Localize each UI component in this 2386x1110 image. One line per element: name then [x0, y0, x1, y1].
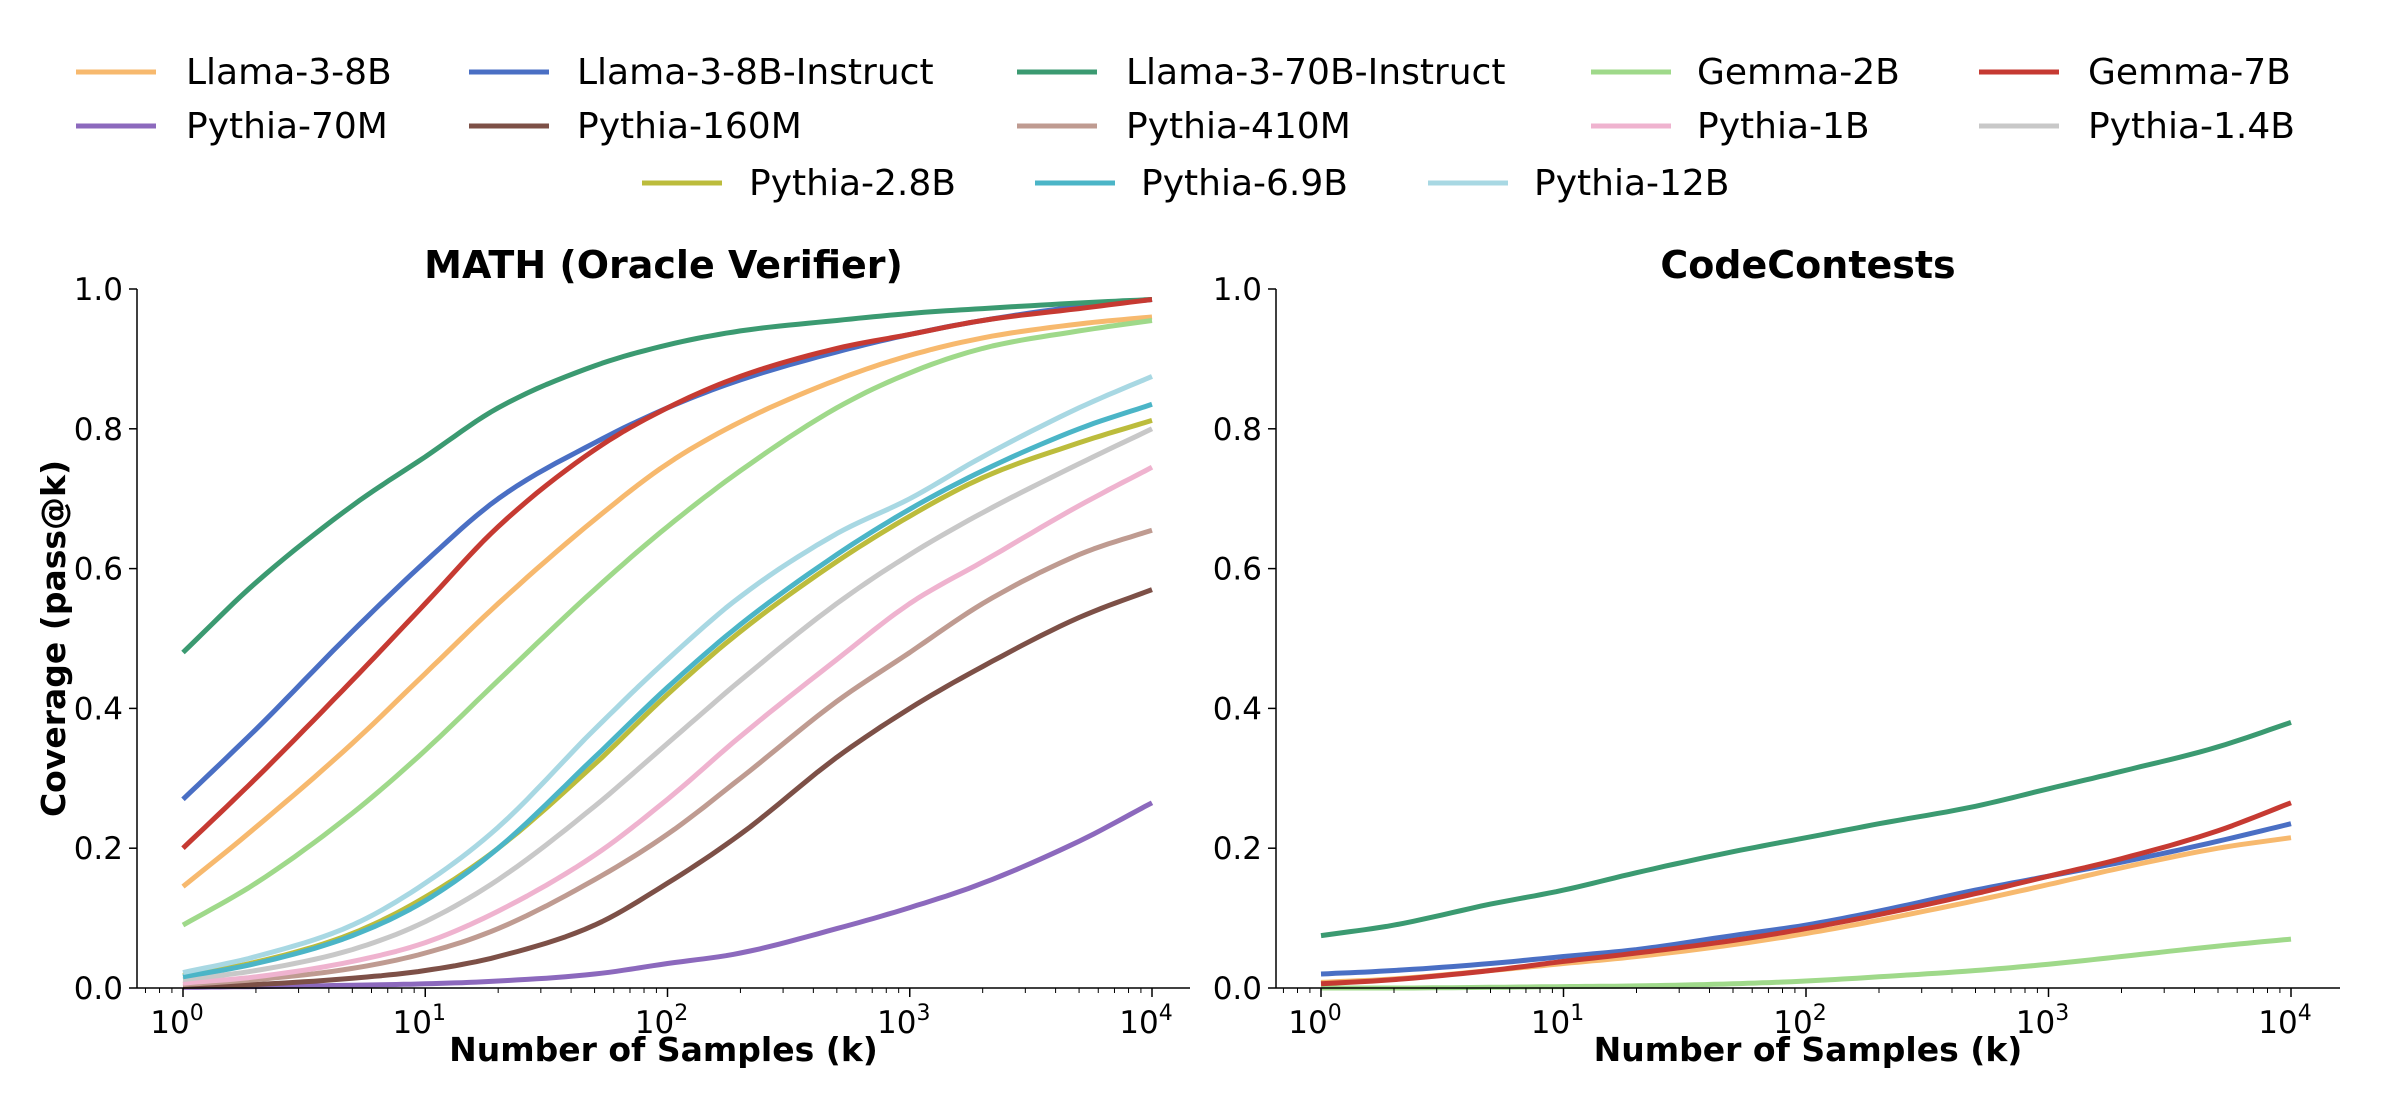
legend-entry: Pythia-12B	[1428, 163, 1730, 204]
y-tick-label: 0.2	[1213, 831, 1262, 867]
series-line-llama-3-70b-instruct	[1320, 720, 2292, 939]
x-tick-label: 101	[1531, 1001, 1584, 1041]
chart-title: CodeContests	[1660, 243, 1955, 287]
y-axis-label: Coverage (pass@k)	[34, 460, 73, 817]
x-tick-label: 101	[393, 1001, 446, 1041]
legend-label: Llama-3-70B-Instruct	[1126, 52, 1505, 93]
y-tick-label: 0.2	[74, 831, 123, 867]
legend: Llama-3-8B Llama-3-8B-Instruct Llama-3-70B…	[76, 52, 2295, 204]
series-line-pythia-12b	[182, 374, 1153, 976]
legend-label: Pythia-12B	[1534, 163, 1730, 204]
y-tick-label: 0.8	[1213, 412, 1262, 448]
x-tick-label: 103	[877, 1001, 930, 1041]
legend-label: Pythia-1.4B	[2088, 106, 2295, 147]
series-line-pythia-70m	[182, 800, 1154, 990]
x-axis-label: Number of Samples (k)	[1594, 1030, 2023, 1069]
series-line-pythia-160m	[182, 587, 1153, 990]
y-tick-label: 0.6	[1213, 552, 1262, 588]
series-line-llama-3-70b-instruct	[181, 297, 1153, 655]
legend-label: Pythia-160M	[577, 106, 802, 147]
legend-label: Pythia-410M	[1126, 106, 1351, 147]
legend-label: Pythia-1B	[1697, 106, 1870, 147]
y-tick-label: 0.6	[74, 552, 123, 588]
legend-label: Gemma-7B	[2088, 52, 2291, 93]
x-tick-label: 104	[2258, 1001, 2311, 1041]
x-tick-label: 104	[1119, 1001, 1172, 1041]
series-line-pythia-2.8b	[182, 418, 1153, 978]
legend-label: Pythia-70M	[186, 106, 388, 147]
legend-label: Pythia-2.8B	[749, 163, 956, 204]
legend-entry: Pythia-1.4B	[1979, 106, 2295, 147]
legend-entry: Gemma-2B	[1591, 52, 1900, 93]
legend-entry: Pythia-1B	[1591, 106, 1870, 147]
series-line-gemma-7b	[181, 297, 1153, 851]
legend-entry: Llama-3-8B-Instruct	[469, 52, 934, 93]
legend-label: Gemma-2B	[1697, 52, 1900, 93]
legend-entry: Pythia-160M	[469, 106, 802, 147]
legend-entry: Llama-3-70B-Instruct	[1017, 52, 1505, 93]
x-tick-label: 100	[150, 1001, 203, 1041]
series-line-pythia-6.9b	[182, 401, 1153, 980]
legend-entry: Gemma-7B	[1979, 52, 2291, 93]
series-line-gemma-2b	[181, 318, 1153, 928]
y-tick-label: 0.0	[1213, 971, 1262, 1007]
series-line-llama-3-8b-instruct	[1320, 821, 2292, 977]
series-line-pythia-1.4b	[182, 426, 1154, 983]
legend-label: Llama-3-8B-Instruct	[577, 52, 934, 93]
y-tick-label: 0.0	[74, 971, 123, 1007]
legend-entry: Llama-3-8B	[76, 52, 392, 93]
series-line-gemma-7b	[1320, 800, 2292, 987]
y-tick-label: 0.8	[74, 412, 123, 448]
legend-entry: Pythia-2.8B	[642, 163, 956, 204]
chart-title: MATH (Oracle Verifier)	[424, 243, 903, 287]
legend-label: Pythia-6.9B	[1141, 163, 1348, 204]
series-line-llama-3-8b	[181, 314, 1153, 889]
x-axis-label: Number of Samples (k)	[449, 1030, 878, 1069]
series-line-pythia-1b	[182, 464, 1154, 986]
legend-entry: Pythia-70M	[76, 106, 388, 147]
y-tick-label: 1.0	[1213, 272, 1262, 308]
x-tick-label: 100	[1288, 1001, 1341, 1041]
series-line-pythia-410m	[182, 527, 1153, 987]
y-tick-label: 1.0	[74, 272, 123, 308]
y-tick-label: 0.4	[74, 691, 123, 727]
legend-entry: Pythia-6.9B	[1035, 163, 1348, 204]
legend-entry: Pythia-410M	[1017, 106, 1351, 147]
y-tick-label: 0.4	[1213, 691, 1262, 727]
legend-label: Llama-3-8B	[186, 52, 392, 93]
x-tick-label: 103	[2016, 1001, 2069, 1041]
